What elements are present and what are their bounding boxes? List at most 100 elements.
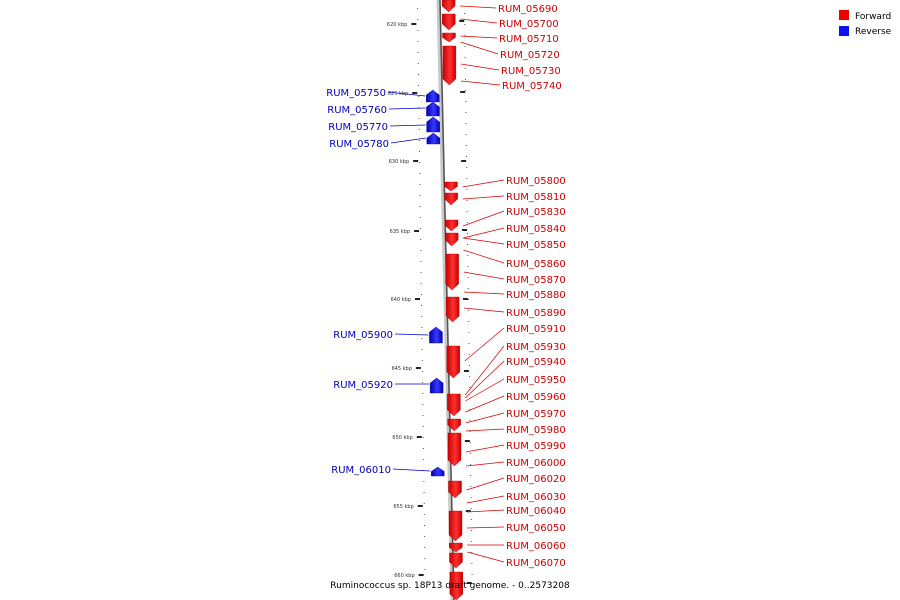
label-leader	[463, 249, 505, 264]
forward-gene-label[interactable]: RUM_06030	[506, 492, 566, 503]
forward-gene-label[interactable]: RUM_05710	[499, 34, 559, 45]
forward-gene-label[interactable]: RUM_05740	[502, 81, 562, 92]
scale-dot	[418, 140, 420, 141]
forward-gene-block[interactable]	[442, 32, 456, 43]
forward-gene-block[interactable]	[441, 0, 456, 13]
forward-gene-block[interactable]	[449, 571, 463, 600]
legend-reverse-swatch	[839, 26, 849, 36]
forward-gene-label[interactable]: RUM_05830	[506, 207, 566, 218]
forward-gene-label[interactable]: RUM_05990	[506, 441, 566, 452]
forward-gene-block[interactable]	[446, 345, 461, 379]
forward-gene-label[interactable]: RUM_05960	[506, 392, 566, 403]
reverse-gene-label[interactable]: RUM_05760	[327, 105, 387, 116]
reverse-gene-block[interactable]	[426, 116, 440, 133]
forward-gene-label[interactable]: RUM_05980	[506, 425, 566, 436]
forward-gene-label[interactable]: RUM_05870	[506, 275, 566, 286]
forward-gene-block[interactable]	[445, 253, 459, 291]
scale-dot	[465, 101, 467, 102]
forward-gene-block[interactable]	[447, 418, 461, 432]
scale-dot	[466, 167, 468, 168]
reverse-gene-block[interactable]	[429, 377, 444, 394]
scale-dot	[420, 228, 422, 229]
forward-gene-block[interactable]	[444, 232, 459, 247]
label-leader	[466, 461, 505, 467]
forward-gene-block[interactable]	[442, 45, 457, 86]
scale-dot	[464, 79, 466, 80]
reverse-gene-block[interactable]	[426, 132, 441, 145]
scale-dot	[419, 195, 421, 196]
scale-tick	[464, 440, 470, 442]
label-leader	[394, 333, 429, 336]
reverse-gene-label[interactable]: RUM_05900	[333, 330, 393, 341]
label-leader	[460, 18, 498, 24]
forward-gene-block[interactable]	[444, 219, 459, 232]
label-leader	[463, 291, 505, 295]
forward-gene-label[interactable]: RUM_06050	[506, 523, 566, 534]
forward-gene-label[interactable]: RUM_05810	[506, 192, 566, 203]
forward-gene-label[interactable]: RUM_05840	[506, 224, 566, 235]
scale-dot	[464, 35, 466, 36]
scale-dot	[417, 52, 419, 53]
scale-dot	[418, 85, 420, 86]
scale-dot	[423, 525, 425, 526]
forward-gene-label[interactable]: RUM_05910	[506, 324, 566, 335]
scale-dot	[470, 475, 472, 476]
reverse-gene-block[interactable]	[429, 326, 443, 344]
scale-dot	[469, 409, 471, 410]
forward-gene-block[interactable]	[442, 13, 456, 31]
scale-tick	[461, 160, 467, 162]
forward-gene-label[interactable]: RUM_05880	[506, 290, 566, 301]
label-leader	[464, 345, 505, 396]
scale-tick	[459, 20, 465, 22]
reverse-gene-label[interactable]: RUM_05750	[326, 88, 386, 99]
forward-gene-label[interactable]: RUM_06000	[506, 458, 566, 469]
forward-gene-block[interactable]	[444, 181, 458, 192]
forward-gene-label[interactable]: RUM_06070	[506, 558, 566, 569]
forward-gene-label[interactable]: RUM_05940	[506, 357, 566, 368]
forward-gene-block[interactable]	[449, 552, 463, 569]
reverse-gene-label[interactable]: RUM_05770	[328, 122, 388, 133]
scale-dot	[424, 558, 426, 559]
reverse-gene-label[interactable]: RUM_06010	[331, 465, 391, 476]
forward-gene-block[interactable]	[447, 393, 461, 417]
forward-gene-label[interactable]: RUM_05850	[506, 240, 566, 251]
forward-gene-label[interactable]: RUM_05970	[506, 409, 566, 420]
forward-gene-label[interactable]: RUM_05700	[499, 19, 559, 30]
scale-dot	[467, 255, 469, 256]
scale-label: 650 kbp	[392, 435, 412, 441]
forward-gene-block[interactable]	[449, 542, 463, 553]
forward-gene-label[interactable]: RUM_05720	[500, 50, 560, 61]
forward-gene-label[interactable]: RUM_05690	[498, 4, 558, 15]
forward-gene-block[interactable]	[445, 296, 460, 323]
forward-gene-block[interactable]	[444, 192, 458, 206]
legend: Forward Reverse	[839, 10, 892, 37]
label-leader	[460, 63, 500, 71]
forward-gene-label[interactable]: RUM_05860	[506, 259, 566, 270]
scale-tick	[460, 91, 466, 93]
reverse-gene-block[interactable]	[426, 101, 440, 117]
scale-dot	[419, 184, 421, 185]
forward-gene-block[interactable]	[447, 432, 462, 467]
reverse-gene-block[interactable]	[426, 89, 440, 103]
forward-gene-label[interactable]: RUM_05730	[501, 66, 561, 77]
reverse-gene-block[interactable]	[431, 466, 445, 477]
scale-dot	[465, 123, 467, 124]
label-leader	[465, 444, 505, 453]
forward-gene-label[interactable]: RUM_06020	[506, 474, 566, 485]
forward-gene-label[interactable]: RUM_06040	[506, 506, 566, 517]
forward-gene-label[interactable]: RUM_06060	[506, 541, 566, 552]
label-leader	[466, 509, 505, 513]
reverse-gene-label[interactable]: RUM_05920	[333, 380, 393, 391]
reverse-gene-label[interactable]: RUM_05780	[329, 139, 389, 150]
forward-gene-label[interactable]: RUM_05800	[506, 176, 566, 187]
scale-dot	[423, 514, 425, 515]
scale-dot	[466, 178, 468, 179]
scale-tick	[462, 298, 468, 300]
forward-gene-label[interactable]: RUM_05930	[506, 342, 566, 353]
forward-gene-block[interactable]	[448, 480, 462, 499]
label-leader	[467, 551, 505, 563]
scale-dot	[471, 541, 473, 542]
forward-gene-label[interactable]: RUM_05950	[506, 375, 566, 386]
forward-gene-label[interactable]: RUM_05890	[506, 308, 566, 319]
forward-gene-block[interactable]	[448, 510, 463, 542]
